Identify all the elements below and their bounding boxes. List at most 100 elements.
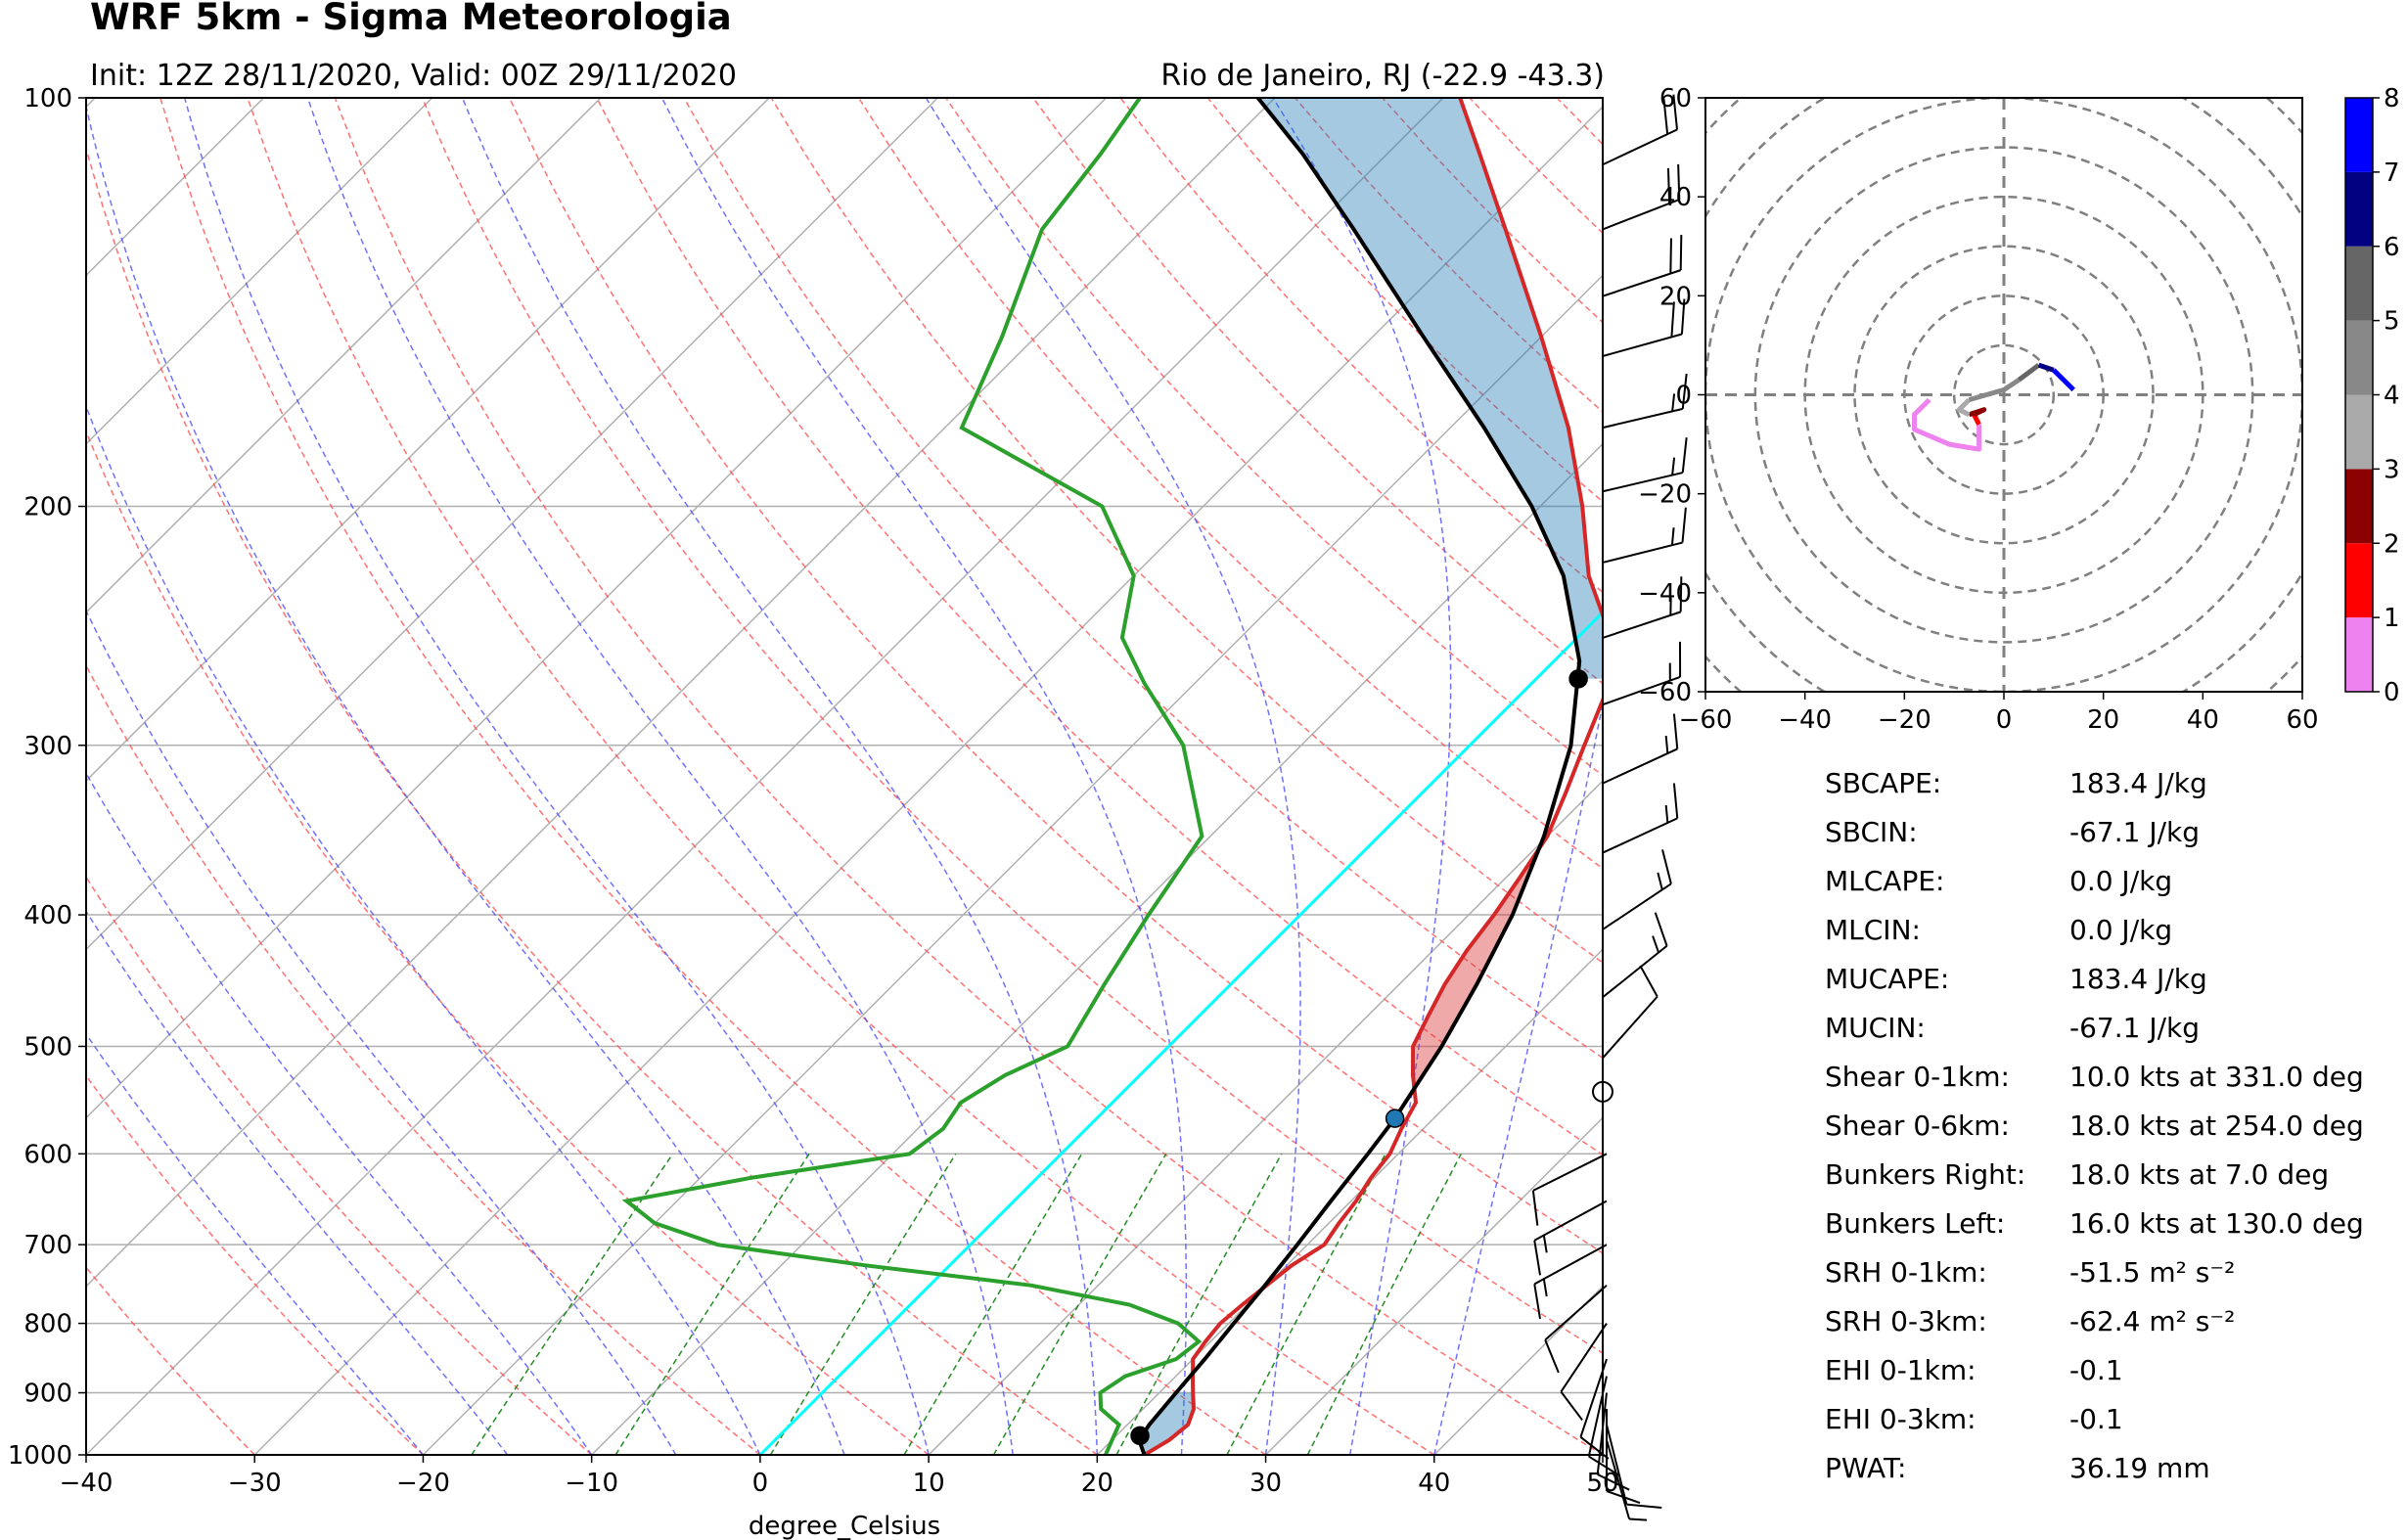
colorbar-tick-label: 1 bbox=[2384, 604, 2400, 633]
hodograph-ring bbox=[1952, 343, 2056, 446]
x-axis-label: degree_Celsius bbox=[749, 1512, 940, 1540]
wind-barb bbox=[1544, 1284, 1608, 1374]
dry-adiabat bbox=[1206, 98, 1603, 503]
x-tick-label: −40 bbox=[60, 1469, 114, 1498]
index-value: -62.4 m² s⁻² bbox=[2069, 1305, 2235, 1337]
barb-flag bbox=[1670, 301, 1675, 338]
colorbar-swatch bbox=[2345, 246, 2373, 321]
x-tick-label: −10 bbox=[565, 1469, 618, 1498]
colorbar-swatch bbox=[2345, 98, 2373, 172]
parcel-profile bbox=[1136, 98, 1582, 1455]
chart-title: WRF 5km - Sigma Meteorologia bbox=[90, 0, 732, 38]
barb-flag bbox=[1672, 94, 1678, 130]
barb-flag bbox=[1672, 783, 1679, 819]
barb-half bbox=[1664, 735, 1669, 754]
barb-shaft bbox=[1602, 472, 1683, 493]
wind-barb bbox=[1602, 641, 1682, 706]
barb-flag bbox=[1662, 99, 1669, 135]
hodograph-segment bbox=[1968, 407, 1987, 418]
y-tick-label: 100 bbox=[23, 84, 72, 113]
hodo-y-tick-label: −40 bbox=[1638, 579, 1692, 609]
hodo-x-tick-label: −20 bbox=[1878, 705, 1931, 735]
colorbar-tick-label: 2 bbox=[2384, 529, 2400, 559]
isotherm--100 bbox=[86, 98, 433, 445]
wind-barb bbox=[1606, 1424, 1662, 1509]
hodo-y-tick-label: −60 bbox=[1638, 678, 1692, 707]
x-tick-label: −20 bbox=[396, 1469, 450, 1498]
isotherm--90 bbox=[86, 98, 602, 613]
index-value: -0.1 bbox=[2069, 1354, 2123, 1386]
barb-half bbox=[1671, 457, 1676, 476]
dry-adiabat bbox=[857, 98, 1603, 870]
barb-flag bbox=[1672, 713, 1679, 749]
barb-flag bbox=[1626, 1503, 1662, 1509]
x-tick-label: −30 bbox=[228, 1469, 282, 1498]
barb-flag bbox=[1588, 1455, 1619, 1476]
mixing-ratio-line bbox=[471, 1153, 674, 1455]
y-tick-label: 900 bbox=[23, 1380, 72, 1409]
index-value: 10.0 kts at 331.0 deg bbox=[2069, 1061, 2364, 1093]
barb-flag bbox=[1654, 912, 1668, 947]
wind-barb bbox=[1531, 1153, 1608, 1226]
x-tick-label: 40 bbox=[1418, 1469, 1450, 1498]
indices-table: SBCAPE: 183.4 J/kg SBCIN: -67.1 J/kg MLCAPE:… bbox=[1825, 767, 2364, 1484]
barb-flag bbox=[1661, 849, 1672, 884]
x-tick-label: 20 bbox=[1081, 1469, 1113, 1498]
y-tick-label: 600 bbox=[23, 1140, 72, 1169]
index-label: EHI 0-3km: bbox=[1825, 1403, 1976, 1435]
mixing-ratio-line bbox=[614, 1153, 810, 1455]
barb-half bbox=[1671, 393, 1676, 412]
barb-shaft bbox=[1596, 1392, 1608, 1475]
colorbar-tick-label: 6 bbox=[2384, 233, 2400, 262]
moist-adiabat bbox=[660, 98, 1188, 1455]
index-value: -0.1 bbox=[2069, 1403, 2123, 1435]
wind-barb bbox=[1602, 373, 1688, 430]
barb-shaft bbox=[1602, 269, 1682, 297]
wind-barb bbox=[1602, 94, 1678, 166]
colorbar-tick-label: 0 bbox=[2384, 678, 2400, 707]
hodo-y-tick-label: 60 bbox=[1659, 84, 1692, 113]
moist-adiabat bbox=[461, 98, 1099, 1455]
hodo-y-tick-label: 40 bbox=[1659, 183, 1692, 212]
skew-t-frame bbox=[85, 97, 1604, 1456]
dry-adiabat bbox=[770, 98, 1603, 964]
wind-barb bbox=[1602, 437, 1688, 493]
colorbar-tick-label: 7 bbox=[2384, 159, 2400, 188]
index-label: Bunkers Left: bbox=[1825, 1207, 2005, 1240]
index-label: MUCIN: bbox=[1825, 1012, 1926, 1044]
barb-half bbox=[1629, 1517, 1648, 1521]
wind-barb bbox=[1596, 1392, 1630, 1491]
dewpoint-profile bbox=[621, 98, 1204, 1455]
skew-t-plot: −40 −30 −20 −10 0 10 20 30 40 5010020030040050060… bbox=[8, 84, 1688, 1540]
y-tick-label: 500 bbox=[23, 1032, 72, 1062]
index-label: PWAT: bbox=[1825, 1452, 1906, 1484]
colorbar-swatch bbox=[2345, 394, 2373, 470]
lcl-marker bbox=[1130, 1426, 1150, 1446]
barb-shaft bbox=[1602, 333, 1683, 357]
y-tick-label: 400 bbox=[23, 901, 72, 930]
calm-wind-marker bbox=[1592, 1080, 1613, 1103]
colorbar-swatch bbox=[2345, 469, 2373, 544]
index-value: 18.0 kts at 7.0 deg bbox=[2069, 1158, 2329, 1191]
moist-adiabat bbox=[306, 98, 1014, 1455]
colorbar-swatch bbox=[2345, 171, 2373, 247]
index-label: Bunkers Right: bbox=[1825, 1158, 2025, 1191]
index-label: EHI 0-1km: bbox=[1825, 1354, 1976, 1386]
barb-shaft bbox=[1602, 128, 1678, 166]
dry-adiabat bbox=[421, 98, 1603, 1354]
barb-half bbox=[1664, 804, 1669, 824]
hodo-x-tick-label: 0 bbox=[1996, 705, 2013, 735]
cape-shading-low bbox=[1139, 1392, 1194, 1455]
moist-adiabat bbox=[86, 910, 509, 1455]
barb-shaft bbox=[1602, 407, 1683, 430]
isotherm--60 bbox=[86, 98, 1108, 1119]
index-label: MLCIN: bbox=[1825, 914, 1921, 946]
barb-shaft bbox=[1602, 883, 1672, 930]
hodograph-segment bbox=[2052, 368, 2075, 392]
barb-shaft bbox=[1560, 1323, 1608, 1393]
x-tick-label: 10 bbox=[913, 1469, 945, 1498]
wind-barb bbox=[1602, 507, 1687, 564]
hodo-x-tick-label: 60 bbox=[2286, 705, 2318, 735]
hodograph-segment bbox=[2037, 362, 2055, 373]
barb-flag bbox=[1597, 1473, 1630, 1491]
